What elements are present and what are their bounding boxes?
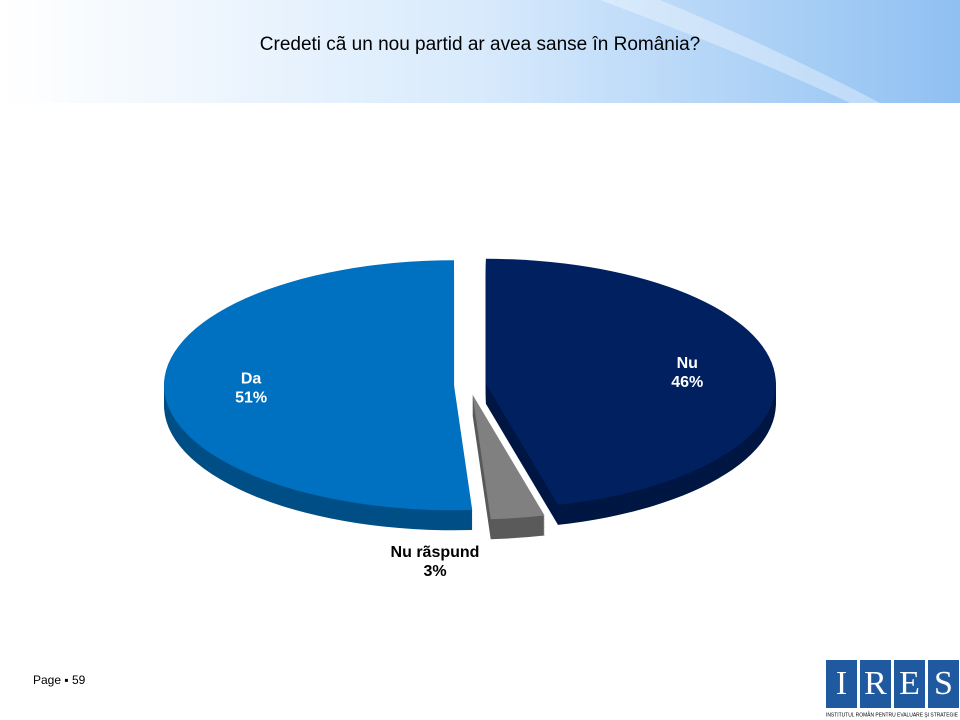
- header-swoosh: [600, 0, 880, 103]
- pie: Nu 46% Nu rãspund 3% Da 51%: [164, 258, 776, 580]
- value-label: 46%: [671, 374, 703, 391]
- slice: [485, 258, 776, 505]
- logo-letter: E: [899, 665, 920, 702]
- logo-box: [928, 660, 959, 708]
- slice-label: Nu rãspund: [391, 544, 480, 561]
- logo-caption: INSTITUTUL ROMÂN PENTRU EVALUARE ŞI STRA…: [826, 711, 959, 718]
- logo: I R E S INSTITUTUL ROMÂN PENTRU EVALUARE ŞI …: [826, 660, 959, 718]
- logo-box: [826, 660, 857, 708]
- logo-box: [894, 660, 925, 708]
- logo-letter: R: [864, 665, 887, 702]
- logo-letter: S: [934, 665, 953, 702]
- slice: [164, 260, 473, 511]
- logo-letter: I: [836, 665, 847, 702]
- value-label: 51%: [235, 389, 267, 406]
- value-label: 3%: [423, 563, 446, 580]
- slice: [472, 394, 545, 520]
- logo-box: [860, 660, 891, 708]
- page-number: Page ▪ 59: [33, 673, 86, 687]
- slice-label: Nu: [677, 355, 698, 372]
- chart-title: Credeti cã un nou partid ar avea sanse î…: [260, 34, 700, 55]
- header-band: [0, 0, 960, 103]
- slice-label: Da: [241, 370, 262, 387]
